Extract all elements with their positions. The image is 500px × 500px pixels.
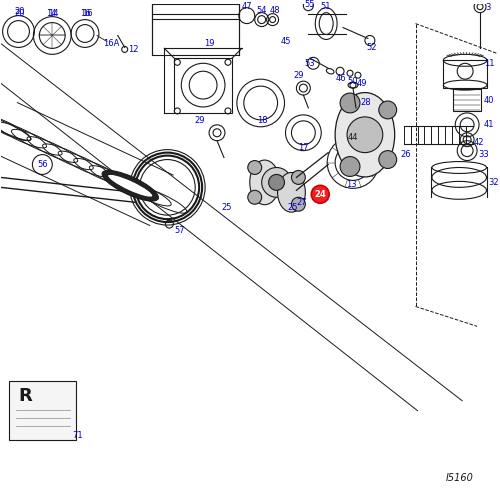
Ellipse shape bbox=[250, 160, 280, 204]
Text: 16: 16 bbox=[80, 9, 90, 18]
Text: 53: 53 bbox=[304, 59, 315, 68]
Circle shape bbox=[292, 170, 306, 184]
Circle shape bbox=[248, 190, 262, 204]
Text: 27: 27 bbox=[296, 198, 307, 206]
Text: 47: 47 bbox=[242, 2, 252, 11]
Ellipse shape bbox=[335, 92, 394, 177]
Text: 71: 71 bbox=[72, 431, 83, 440]
Circle shape bbox=[379, 101, 396, 119]
Text: 41: 41 bbox=[484, 120, 494, 130]
Text: 29: 29 bbox=[194, 116, 204, 126]
Text: 28: 28 bbox=[360, 98, 370, 108]
Circle shape bbox=[248, 160, 262, 174]
Text: 44: 44 bbox=[348, 133, 358, 142]
Text: 42: 42 bbox=[474, 138, 484, 147]
Text: 52: 52 bbox=[366, 43, 376, 52]
Ellipse shape bbox=[278, 172, 305, 212]
Circle shape bbox=[379, 150, 396, 168]
Bar bbox=[8, 381, 76, 440]
Text: 11: 11 bbox=[484, 59, 494, 68]
Text: 16: 16 bbox=[82, 9, 92, 18]
Text: 16A: 16A bbox=[103, 39, 119, 48]
Text: 51: 51 bbox=[320, 2, 330, 11]
Bar bbox=[152, 4, 239, 56]
Text: 25: 25 bbox=[288, 202, 298, 211]
Circle shape bbox=[262, 168, 292, 198]
Text: 33: 33 bbox=[478, 150, 489, 159]
Text: 40: 40 bbox=[484, 96, 494, 106]
Circle shape bbox=[268, 174, 284, 190]
Text: 12: 12 bbox=[128, 45, 138, 54]
Text: 56: 56 bbox=[37, 160, 48, 169]
Text: I5160: I5160 bbox=[446, 473, 473, 483]
Circle shape bbox=[347, 117, 383, 152]
Text: 25: 25 bbox=[221, 202, 232, 211]
Bar bbox=[453, 89, 481, 111]
Text: 50: 50 bbox=[347, 76, 358, 86]
Circle shape bbox=[292, 198, 306, 211]
Text: 20: 20 bbox=[14, 9, 25, 18]
Circle shape bbox=[340, 156, 360, 176]
Text: 57: 57 bbox=[174, 226, 185, 234]
Text: 18: 18 bbox=[256, 116, 268, 126]
Ellipse shape bbox=[102, 170, 158, 201]
Text: 20: 20 bbox=[14, 7, 25, 16]
Circle shape bbox=[340, 93, 360, 113]
Text: 13: 13 bbox=[346, 180, 356, 189]
Text: 48: 48 bbox=[270, 6, 280, 15]
Text: 19: 19 bbox=[204, 39, 214, 48]
Text: 26: 26 bbox=[400, 150, 411, 159]
Circle shape bbox=[312, 186, 329, 203]
Text: 45: 45 bbox=[280, 37, 291, 46]
Bar bbox=[444, 60, 487, 88]
Text: 32: 32 bbox=[488, 178, 498, 187]
Text: 49: 49 bbox=[357, 78, 368, 88]
Text: 46: 46 bbox=[335, 74, 346, 82]
Ellipse shape bbox=[108, 174, 153, 197]
Text: R: R bbox=[18, 387, 32, 405]
Text: 54: 54 bbox=[256, 6, 267, 15]
Text: 24: 24 bbox=[314, 190, 326, 199]
Bar bbox=[174, 58, 232, 113]
Text: 3: 3 bbox=[485, 3, 490, 12]
Text: 55: 55 bbox=[304, 0, 315, 9]
Text: 14: 14 bbox=[46, 9, 57, 18]
Text: 14: 14 bbox=[48, 9, 59, 18]
Text: 29: 29 bbox=[294, 70, 304, 80]
Text: 17: 17 bbox=[298, 143, 309, 152]
